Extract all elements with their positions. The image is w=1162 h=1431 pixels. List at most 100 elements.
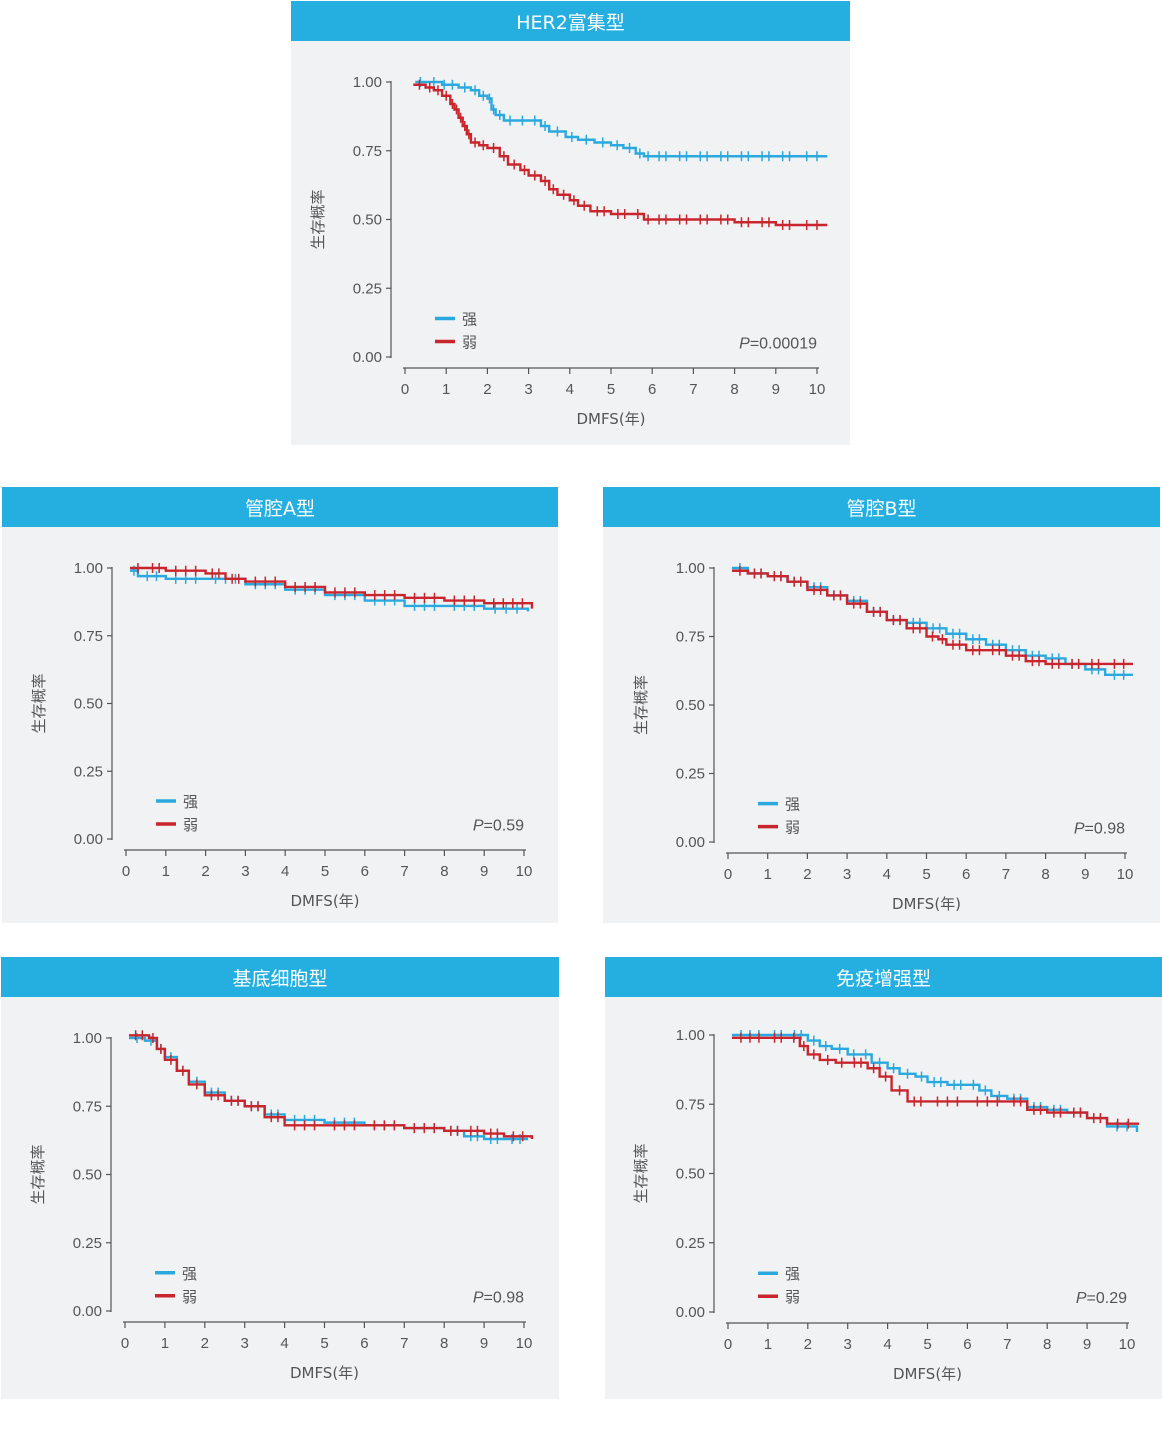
series-1 bbox=[731, 565, 1133, 669]
series-0 bbox=[129, 565, 530, 614]
y-tick-label: 0.75 bbox=[74, 628, 103, 645]
x-tick-label: 5 bbox=[607, 381, 615, 398]
y-axis-title: 生存概率 bbox=[309, 189, 327, 249]
x-tick-label: 5 bbox=[320, 1335, 328, 1352]
chart-title: 免疫增强型 bbox=[605, 957, 1162, 997]
y-tick-label: 0.00 bbox=[73, 1303, 102, 1320]
legend-label: 强 bbox=[462, 311, 477, 329]
x-tick-label: 2 bbox=[803, 866, 811, 883]
y-tick-label: 1.00 bbox=[676, 1027, 705, 1044]
x-tick-label: 3 bbox=[241, 863, 249, 880]
series-1 bbox=[413, 79, 828, 230]
survival-curve bbox=[413, 83, 828, 227]
x-tick-label: 3 bbox=[524, 381, 532, 398]
y-tick-label: 0.50 bbox=[676, 697, 705, 714]
x-tick-label: 9 bbox=[772, 381, 780, 398]
y-tick-label: 0.50 bbox=[74, 696, 103, 713]
km-chart-luminal-a: 0.00 0.25 0.50 0.75 1.00 0 1 2 3 4 5 6 7 8 9 10 DMFS(年) 生… bbox=[30, 560, 534, 910]
y-tick-label: 0.00 bbox=[676, 834, 705, 851]
y-tick-label: 0.25 bbox=[676, 766, 705, 783]
chart-panel-basal: 基底细胞型 0.00 0.25 0.50 0.75 1.00 0 1 2 3 4 5 6 7 8 9 10 DM… bbox=[1, 957, 559, 1399]
y-tick-label: 0.00 bbox=[676, 1304, 705, 1321]
survival-curve bbox=[731, 569, 1133, 666]
x-tick-label: 1 bbox=[162, 863, 170, 880]
legend-label: 弱 bbox=[182, 1288, 197, 1306]
x-axis-title: DMFS(年) bbox=[893, 1365, 962, 1383]
p-value-label: P=0.00019 bbox=[739, 335, 817, 352]
x-axis-title: DMFS(年) bbox=[892, 895, 961, 913]
x-axis-title: DMFS(年) bbox=[290, 1364, 359, 1382]
x-tick-label: 4 bbox=[281, 863, 289, 880]
survival-curve bbox=[731, 566, 1133, 677]
x-tick-label: 8 bbox=[1041, 866, 1049, 883]
x-tick-label: 9 bbox=[480, 1335, 488, 1352]
x-tick-label: 4 bbox=[280, 1335, 288, 1352]
survival-curve bbox=[731, 1033, 1139, 1132]
y-axis-title: 生存概率 bbox=[30, 673, 48, 733]
y-tick-label: 0.75 bbox=[73, 1098, 102, 1115]
x-tick-label: 4 bbox=[566, 381, 574, 398]
legend-label: 强 bbox=[182, 1265, 197, 1283]
x-tick-label: 0 bbox=[401, 381, 409, 398]
legend-label: 弱 bbox=[462, 334, 477, 352]
chart-title: 管腔B型 bbox=[603, 487, 1160, 527]
legend-label: 弱 bbox=[785, 819, 800, 837]
x-tick-label: 1 bbox=[161, 1335, 169, 1352]
x-tick-label: 6 bbox=[962, 866, 970, 883]
x-tick-label: 0 bbox=[724, 866, 732, 883]
y-tick-label: 0.50 bbox=[353, 212, 382, 229]
x-tick-label: 2 bbox=[804, 1336, 812, 1353]
km-chart-basal: 0.00 0.25 0.50 0.75 1.00 0 1 2 3 4 5 6 7 8 9 10 DMFS(年) 生… bbox=[29, 1030, 534, 1382]
x-tick-label: 2 bbox=[201, 1335, 209, 1352]
chart-body: 0.00 0.25 0.50 0.75 1.00 0 1 2 3 4 5 6 7 8 9 10 DMFS(年) 生… bbox=[2, 527, 558, 923]
y-tick-label: 0.75 bbox=[676, 1096, 705, 1113]
x-tick-label: 10 bbox=[1119, 1336, 1136, 1353]
x-tick-label: 6 bbox=[963, 1336, 971, 1353]
x-tick-label: 4 bbox=[883, 1336, 891, 1353]
chart-panel-luminal-a: 管腔A型 0.00 0.25 0.50 0.75 1.00 0 1 2 3 4 5 6 7 8 9 10 DMF… bbox=[2, 487, 558, 923]
x-tick-label: 10 bbox=[516, 1335, 533, 1352]
x-tick-label: 9 bbox=[1083, 1336, 1091, 1353]
y-tick-label: 0.00 bbox=[74, 831, 103, 848]
x-tick-label: 7 bbox=[1003, 1336, 1011, 1353]
series-1 bbox=[731, 1032, 1139, 1129]
legend-label: 强 bbox=[183, 793, 198, 811]
p-value-label: P=0.59 bbox=[473, 817, 524, 834]
x-tick-label: 6 bbox=[360, 1335, 368, 1352]
x-tick-label: 0 bbox=[122, 863, 130, 880]
chart-body: 0.00 0.25 0.50 0.75 1.00 0 1 2 3 4 5 6 7 8 9 10 DMFS(年) 生… bbox=[603, 527, 1160, 923]
x-tick-label: 7 bbox=[400, 1335, 408, 1352]
x-tick-label: 0 bbox=[121, 1335, 129, 1352]
x-tick-label: 7 bbox=[1002, 866, 1010, 883]
legend-label: 强 bbox=[785, 796, 800, 814]
x-tick-label: 5 bbox=[922, 866, 930, 883]
x-tick-label: 5 bbox=[321, 863, 329, 880]
survival-curve bbox=[129, 566, 534, 609]
chart-body: 0.00 0.25 0.50 0.75 1.00 0 1 2 3 4 5 6 7 8 9 10 DMFS(年) 生… bbox=[291, 41, 850, 445]
y-tick-label: 0.25 bbox=[73, 1235, 102, 1252]
y-axis-title: 生存概率 bbox=[632, 675, 650, 735]
chart-title: 管腔A型 bbox=[2, 487, 558, 527]
x-tick-label: 7 bbox=[400, 863, 408, 880]
y-tick-label: 0.00 bbox=[353, 349, 382, 366]
chart-title: 基底细胞型 bbox=[1, 957, 559, 997]
x-tick-label: 7 bbox=[689, 381, 697, 398]
chart-body: 0.00 0.25 0.50 0.75 1.00 0 1 2 3 4 5 6 7 8 9 10 DMFS(年) 生… bbox=[1, 997, 559, 1399]
x-tick-label: 6 bbox=[648, 381, 656, 398]
y-tick-label: 1.00 bbox=[74, 560, 103, 577]
survival-curve bbox=[415, 80, 828, 158]
y-tick-label: 1.00 bbox=[353, 74, 382, 91]
series-0 bbox=[415, 77, 828, 162]
x-tick-label: 10 bbox=[516, 863, 533, 880]
y-tick-label: 0.50 bbox=[676, 1166, 705, 1183]
km-chart-immune: 0.00 0.25 0.50 0.75 1.00 0 1 2 3 4 5 6 7 8 9 10 DMFS(年) 生… bbox=[632, 1027, 1139, 1383]
x-axis-title: DMFS(年) bbox=[576, 410, 645, 428]
x-tick-label: 0 bbox=[724, 1336, 732, 1353]
y-tick-label: 0.75 bbox=[353, 143, 382, 160]
series-1 bbox=[128, 1030, 534, 1142]
y-tick-label: 0.25 bbox=[353, 280, 382, 297]
chart-panel-her2: HER2富集型 0.00 0.25 0.50 0.75 1.00 0 1 2 3 4 5 6 7 8 9 10… bbox=[291, 1, 850, 445]
p-value-label: P=0.98 bbox=[1074, 820, 1125, 837]
km-chart-her2: 0.00 0.25 0.50 0.75 1.00 0 1 2 3 4 5 6 7 8 9 10 DMFS(年) 生… bbox=[309, 74, 828, 428]
y-axis-title: 生存概率 bbox=[29, 1144, 47, 1204]
